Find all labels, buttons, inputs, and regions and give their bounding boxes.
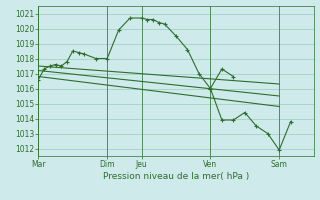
X-axis label: Pression niveau de la mer( hPa ): Pression niveau de la mer( hPa ) [103, 172, 249, 181]
